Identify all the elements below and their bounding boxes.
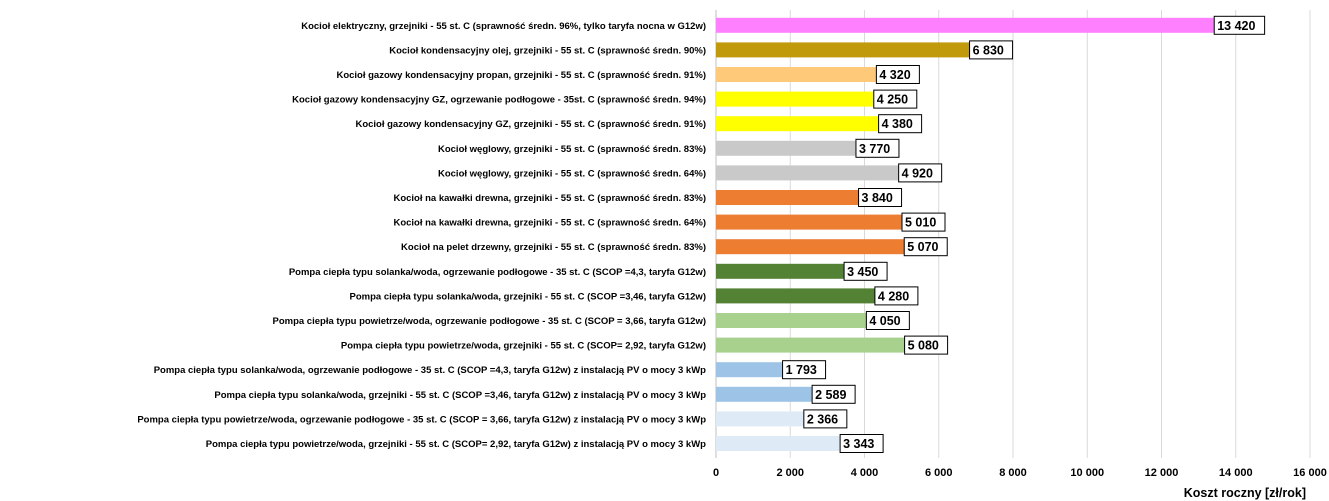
data-label: 5 010 xyxy=(905,216,936,230)
data-label-box xyxy=(1213,15,1266,35)
data-label-box xyxy=(878,114,923,134)
data-label-box xyxy=(904,335,949,355)
data-label: 4 920 xyxy=(902,166,933,180)
x-tick-label: 6 000 xyxy=(925,467,953,479)
category-label: Kocioł gazowy kondensacyjny propan, grze… xyxy=(336,70,706,81)
data-label-box xyxy=(873,89,918,109)
bars xyxy=(716,17,1215,451)
data-label: 2 589 xyxy=(815,388,846,402)
bar xyxy=(716,116,879,132)
bar xyxy=(716,165,899,181)
data-label-box xyxy=(811,384,856,404)
data-label-box xyxy=(901,212,946,232)
bar xyxy=(716,239,905,255)
bar xyxy=(716,67,877,82)
category-label: Kocioł węglowy, grzejniki - 55 st. C (sp… xyxy=(438,144,706,155)
bar xyxy=(716,288,875,304)
x-tick-label: 14 000 xyxy=(1219,467,1253,479)
category-label: Kocioł na pelet drzewny, grzejniki - 55 … xyxy=(401,242,706,253)
x-tick-label: 2 000 xyxy=(776,467,804,479)
data-label: 3 343 xyxy=(843,437,874,451)
category-label: Pompa ciepła typu powietrze/woda, grzejn… xyxy=(341,341,706,352)
category-label: Pompa ciepła typu solanka/woda, ogrzewan… xyxy=(289,267,706,278)
bar xyxy=(716,362,783,378)
data-label-box xyxy=(874,286,919,306)
data-label: 4 280 xyxy=(878,289,909,303)
bar xyxy=(716,17,1215,33)
data-label-box xyxy=(839,434,884,453)
data-label: 13 420 xyxy=(1217,19,1255,33)
x-tick-label: 8 000 xyxy=(999,467,1027,479)
x-tick-label: 4 000 xyxy=(851,467,879,479)
data-label-box xyxy=(803,409,848,429)
data-label-box xyxy=(969,40,1014,60)
category-label: Pompa ciepła typu powietrze/woda, grzejn… xyxy=(206,439,706,450)
category-label: Pompa ciepła typu solanka/woda, grzejnik… xyxy=(350,291,706,302)
gridlines xyxy=(715,10,1311,458)
data-label: 4 250 xyxy=(877,93,908,107)
category-label: Kocioł na kawałki drewna, grzejniki - 55… xyxy=(393,218,706,229)
data-label-box xyxy=(903,237,948,257)
data-label-box xyxy=(843,261,888,281)
x-axis-title: Koszt roczny [zł/rok] xyxy=(1184,486,1306,500)
category-label: Pompa ciepła typu solanka/woda, ogrzewan… xyxy=(154,365,706,376)
bar xyxy=(716,411,804,427)
data-label: 3 770 xyxy=(859,142,890,156)
bar xyxy=(716,214,902,230)
category-label: Kocioł kondensacyjny olej, grzejniki - 5… xyxy=(389,45,706,56)
category-label: Kocioł elektryczny, grzejniki - 55 st. C… xyxy=(301,21,706,32)
data-label: 1 793 xyxy=(786,363,817,377)
bar xyxy=(716,140,856,156)
bar xyxy=(716,337,905,353)
data-label-box xyxy=(855,138,900,158)
category-label: Kocioł węglowy, grzejniki - 55 st. C (sp… xyxy=(438,168,706,179)
data-label: 3 450 xyxy=(847,265,878,279)
category-label: Pompa ciepła typu powietrze/woda, ogrzew… xyxy=(273,316,707,327)
data-label-box xyxy=(898,163,943,183)
x-tick-label: 10 000 xyxy=(1070,467,1104,479)
bar xyxy=(716,91,874,107)
bar xyxy=(716,42,970,58)
category-labels: Kocioł elektryczny, grzejniki - 55 st. C… xyxy=(137,21,706,450)
category-label: Pompa ciepła typu powietrze/woda, ogrzew… xyxy=(137,414,706,425)
bar xyxy=(716,386,813,402)
category-label: Kocioł gazowy kondensacyjny GZ, grzejnik… xyxy=(355,119,706,130)
category-label: Pompa ciepła typu solanka/woda, grzejnik… xyxy=(214,390,706,401)
data-label-box xyxy=(858,188,903,207)
data-label: 4 320 xyxy=(879,68,910,82)
x-tick-labels: 0 2 000 4 000 6 000 8 000 10 000 12 000 14 000 1… xyxy=(713,467,1327,479)
bar xyxy=(716,436,841,451)
data-label-box xyxy=(875,65,920,84)
category-label: Kocioł gazowy kondensacyjny GZ, ogrzewan… xyxy=(292,95,706,106)
bar xyxy=(716,263,845,279)
x-tick-label: 0 xyxy=(713,467,719,479)
data-label: 4 050 xyxy=(869,314,900,328)
data-label-box xyxy=(865,311,910,330)
data-label: 6 830 xyxy=(973,43,1004,57)
x-tick-label: 16 000 xyxy=(1293,467,1327,479)
data-label: 3 840 xyxy=(862,191,893,205)
data-label: 5 080 xyxy=(908,339,939,353)
bar xyxy=(716,190,859,205)
bar xyxy=(716,313,867,328)
data-label: 5 070 xyxy=(907,240,938,254)
data-label: 2 366 xyxy=(807,412,838,426)
category-label: Kocioł na kawałki drewna, grzejniki - 55… xyxy=(393,193,706,204)
data-label-box xyxy=(782,360,827,380)
x-tick-label: 12 000 xyxy=(1145,467,1179,479)
data-label: 4 380 xyxy=(882,117,913,131)
data-labels: 13 420 6 830 4 320 4 250 4 380 3 770 4 920 3 84… xyxy=(782,15,1266,453)
